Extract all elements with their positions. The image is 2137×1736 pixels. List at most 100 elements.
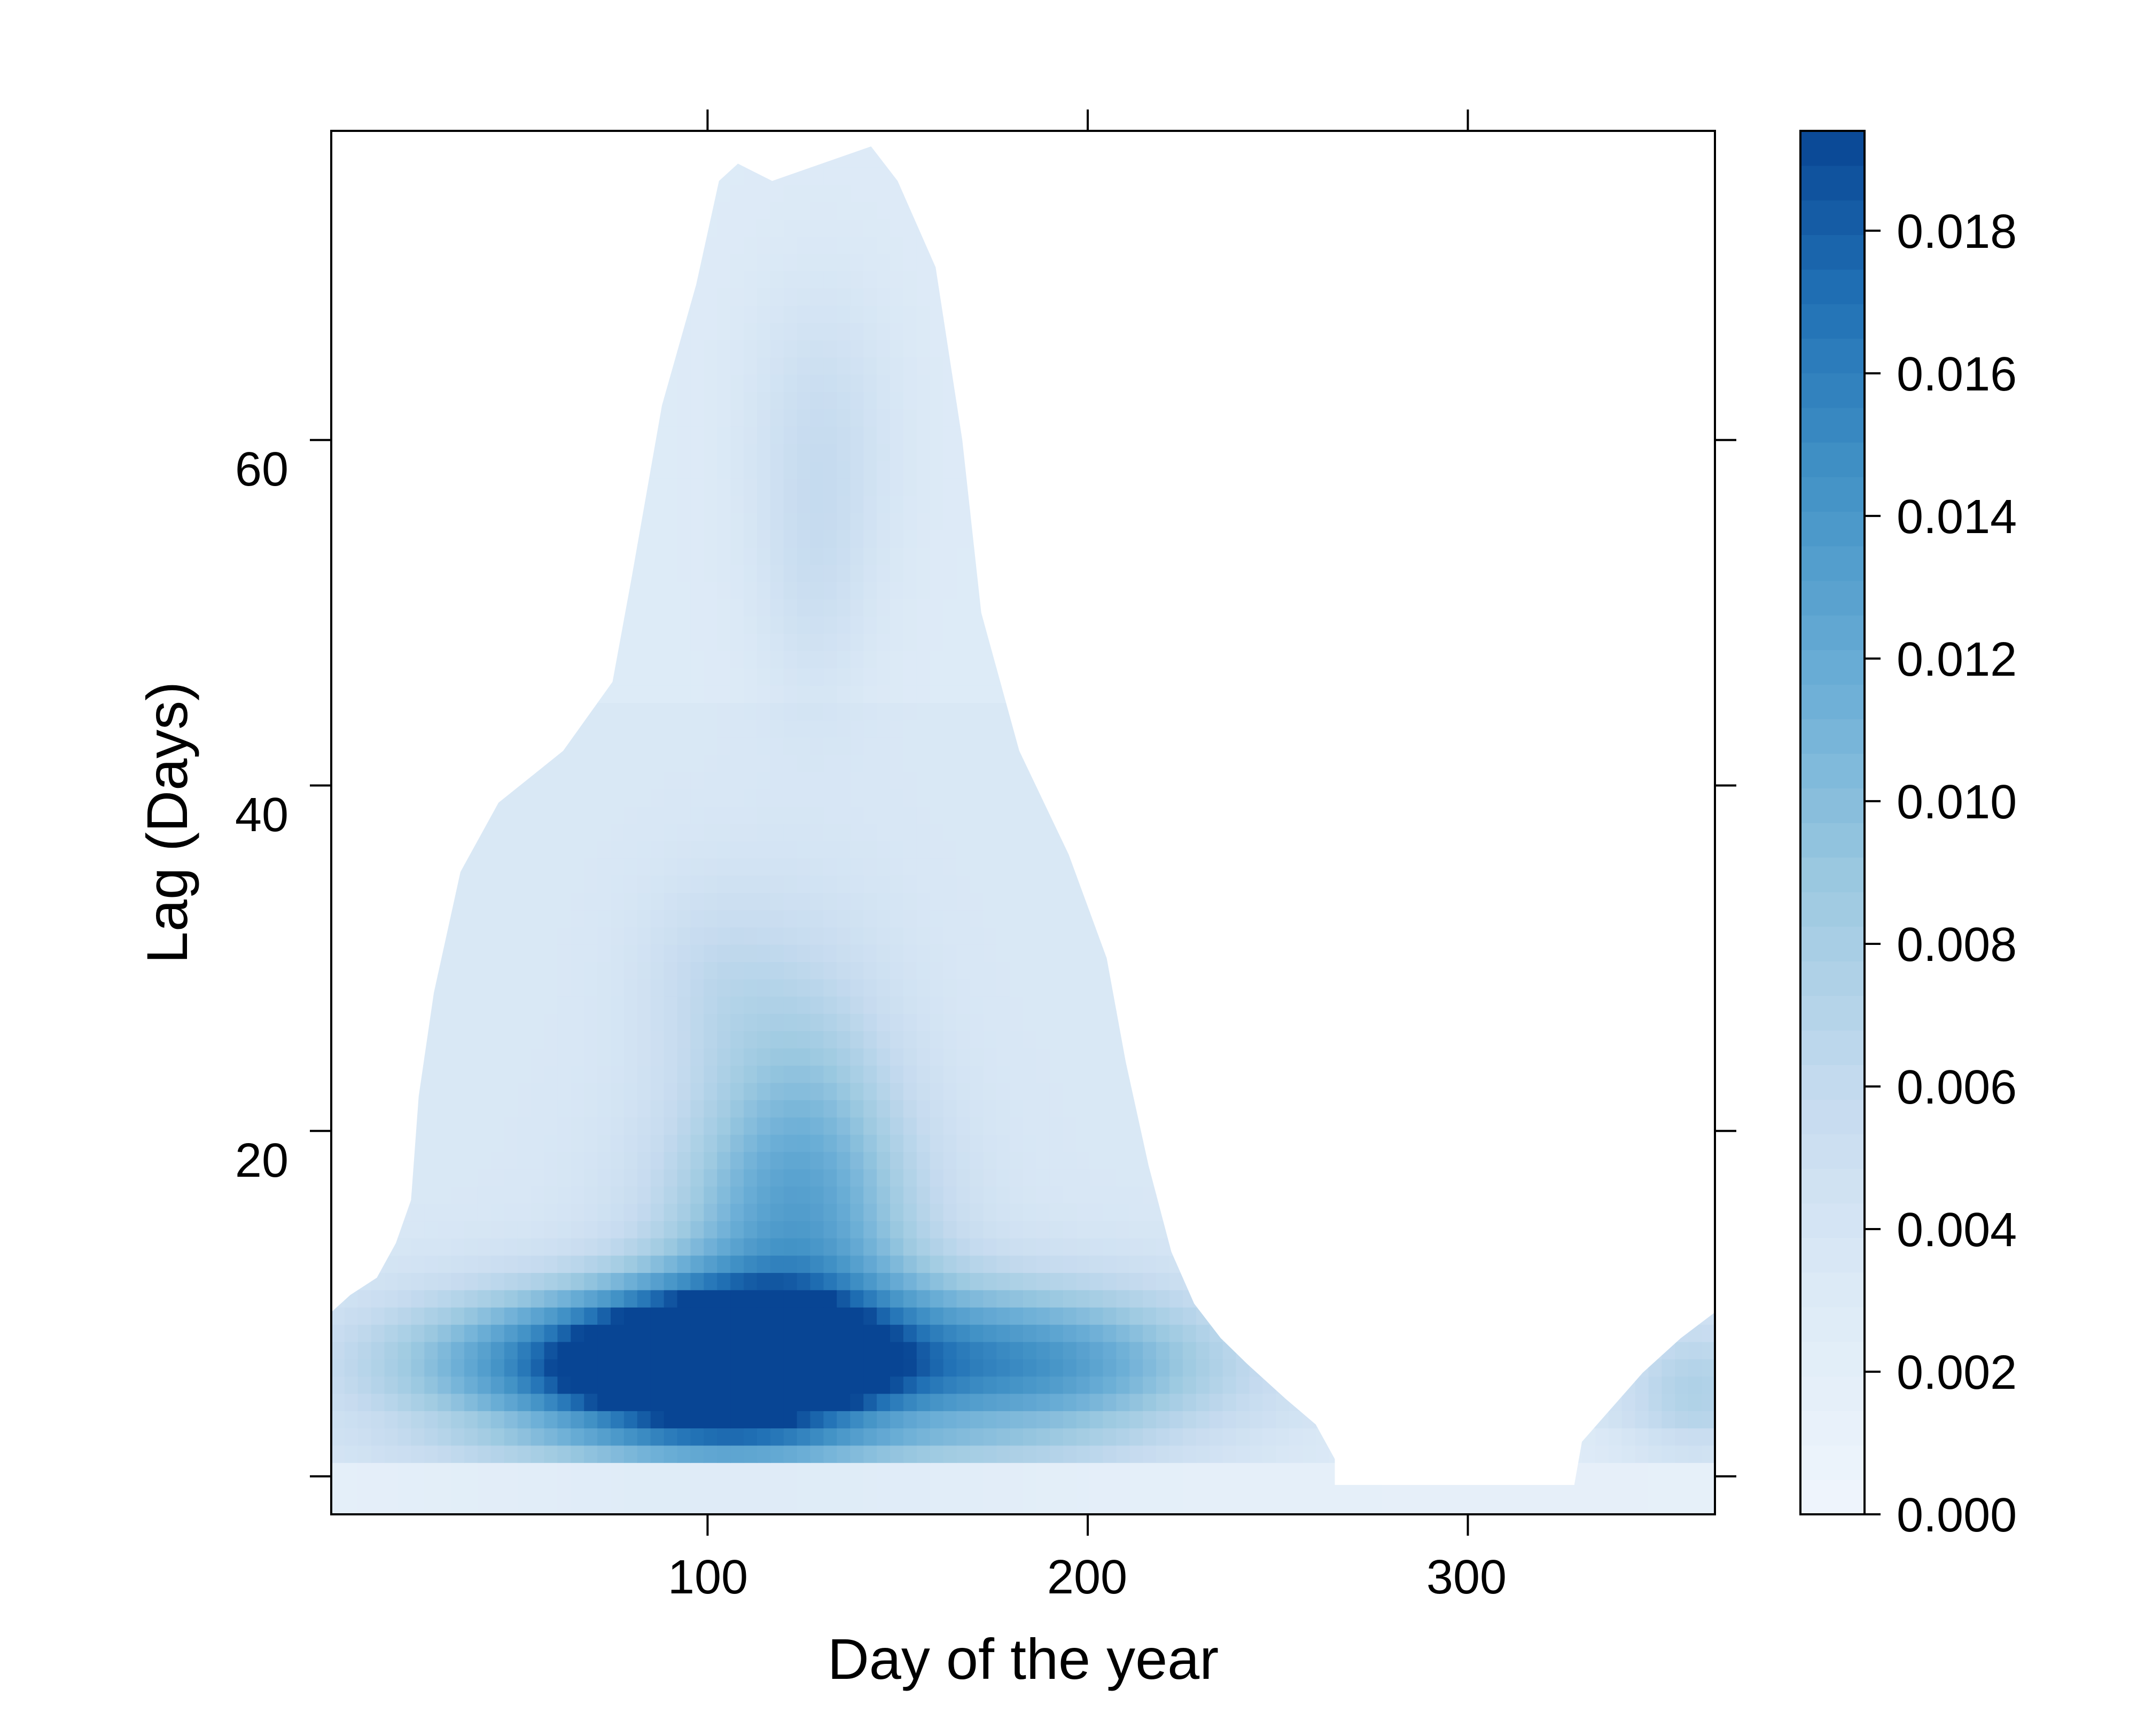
heatmap-cell-2937 <box>664 1013 678 1031</box>
heatmap-cell-3 <box>371 1497 385 1514</box>
heatmap-cell-3612 <box>1342 910 1356 928</box>
heatmap-cell-1346 <box>1635 1289 1649 1308</box>
heatmap-cell-607 <box>1488 1411 1503 1429</box>
heatmap-cell-4062 <box>411 823 425 841</box>
heatmap-cell-1543 <box>1488 1255 1503 1273</box>
heatmap-cell-2795 <box>1542 1048 1556 1066</box>
heatmap-cell-4780 <box>1662 720 1676 738</box>
heatmap-cell-3515 <box>1436 927 1449 945</box>
heatmap-cell-163 <box>1116 1480 1130 1498</box>
heatmap-cell-4840 <box>1076 702 1090 721</box>
heatmap-cell-4368 <box>331 771 345 789</box>
heatmap-cell-3926 <box>1369 858 1383 876</box>
heatmap-cell-188 <box>1448 1480 1463 1498</box>
heatmap-cell-3325 <box>1675 961 1689 980</box>
heatmap-cell-2147 <box>1222 1152 1237 1170</box>
heatmap-cell-2616 <box>544 1065 558 1083</box>
heatmap-cell-455 <box>850 1428 864 1446</box>
heatmap-cell-2516 <box>597 1082 611 1100</box>
heatmap-cell-483 <box>1222 1428 1237 1446</box>
heatmap-cell-3379 <box>1010 944 1024 963</box>
heatmap-cell-4418 <box>996 771 1010 789</box>
heatmap-cell-2685 <box>1462 1065 1476 1083</box>
heatmap-cell-3982 <box>730 841 744 859</box>
heatmap-cell-3285 <box>1143 961 1157 980</box>
heatmap-cell-4683 <box>371 720 385 738</box>
heatmap-cell-2449 <box>1089 1100 1104 1118</box>
heatmap-cell-2605 <box>397 1065 412 1083</box>
heatmap-cell-447 <box>744 1428 758 1446</box>
heatmap-cell-1293 <box>930 1289 944 1308</box>
heatmap-cell-766 <box>837 1376 851 1394</box>
heatmap-cell-925 <box>1569 1359 1582 1377</box>
heatmap-cell-1306 <box>1103 1289 1117 1308</box>
heatmap-cell-575 <box>1063 1411 1077 1429</box>
heatmap-cell-2974 <box>1156 1013 1170 1031</box>
heatmap-cell-4009 <box>1089 841 1104 859</box>
heatmap-cell-2048 <box>1289 1169 1303 1187</box>
heatmap-cell-2954 <box>890 1013 904 1031</box>
heatmap-cell-769 <box>877 1376 891 1394</box>
heatmap-cell-3579 <box>903 910 917 928</box>
heatmap-cell-502 <box>1475 1428 1489 1446</box>
heatmap-cell-4005 <box>1036 841 1050 859</box>
heatmap-cell-1636 <box>1342 1238 1356 1256</box>
heatmap-cell-2776 <box>1289 1048 1303 1066</box>
heatmap-cell-1937 <box>1196 1186 1210 1204</box>
heatmap-cell-4543 <box>1276 754 1290 772</box>
heatmap-cell-1669 <box>397 1221 412 1239</box>
heatmap-cell-4659 <box>1436 737 1449 755</box>
heatmap-cell-4761 <box>1409 720 1423 738</box>
heatmap-cell-4715 <box>797 720 811 738</box>
heatmap-cell-4905 <box>557 685 572 703</box>
heatmap-cell-350 <box>837 1445 851 1463</box>
heatmap-cell-359 <box>956 1445 971 1463</box>
heatmap-cell-4086 <box>730 823 744 841</box>
heatmap-cell-1572 <box>490 1238 505 1256</box>
heatmap-cell-4473 <box>344 754 358 772</box>
heatmap-cell-2873 <box>1196 1030 1210 1049</box>
heatmap-cell-686 <box>1156 1393 1170 1411</box>
heatmap-cell-1851 <box>1436 1203 1449 1222</box>
heatmap-cell-287 <box>1382 1463 1397 1481</box>
heatmap-cell-1513 <box>1089 1255 1104 1273</box>
heatmap-cell-4670 <box>1582 737 1596 755</box>
heatmap-cell-963 <box>690 1341 705 1359</box>
heatmap-cell-1021 <box>1462 1341 1476 1359</box>
heatmap-cell-2983 <box>1276 1013 1290 1031</box>
heatmap-cell-3491 <box>1116 927 1130 945</box>
heatmap-cell-15 <box>531 1497 545 1514</box>
heatmap-cell-939 <box>371 1341 385 1359</box>
heatmap-cell-3823 <box>1382 875 1397 893</box>
heatmap-cell-2840 <box>756 1030 771 1049</box>
heatmap-cell-2099 <box>584 1152 598 1170</box>
heatmap-cell-609 <box>1515 1411 1530 1429</box>
heatmap-cell-2198 <box>517 1134 532 1152</box>
heatmap-cell-1518 <box>1156 1255 1170 1273</box>
heatmap-cell-860 <box>704 1359 717 1377</box>
heatmap-cell-4766 <box>1475 720 1489 738</box>
heatmap-cell-1624 <box>1182 1238 1197 1256</box>
heatmap-cell-735 <box>424 1376 438 1394</box>
heatmap-cell-4854 <box>1262 702 1276 721</box>
heatmap-cell-4894 <box>411 685 425 703</box>
heatmap-cell-2143 <box>1169 1152 1183 1170</box>
heatmap-cell-3757 <box>504 875 518 893</box>
heatmap-cell-4227 <box>1222 806 1237 824</box>
heatmap-cell-2460 <box>1236 1100 1250 1118</box>
heatmap-cell-1281 <box>770 1289 784 1308</box>
heatmap-cell-1985 <box>451 1169 465 1187</box>
heatmap-cell-1835 <box>1222 1203 1237 1222</box>
heatmap-cell-3506 <box>1315 927 1330 945</box>
heatmap-cell-156 <box>1023 1480 1037 1498</box>
heatmap-cell-296 <box>1502 1463 1516 1481</box>
heatmap-cell-2654 <box>1049 1065 1064 1083</box>
heatmap-cell-3330 <box>357 944 372 963</box>
heatmap-cell-500 <box>1448 1428 1463 1446</box>
heatmap-cell-1490 <box>783 1255 798 1273</box>
heatmap-cell-4181 <box>611 806 625 824</box>
heatmap-cell-4127 <box>1276 823 1290 841</box>
heatmap-cell-4860 <box>1342 702 1356 721</box>
heatmap-cell-2464 <box>1289 1100 1303 1118</box>
heatmap-cell-1903 <box>744 1186 758 1204</box>
